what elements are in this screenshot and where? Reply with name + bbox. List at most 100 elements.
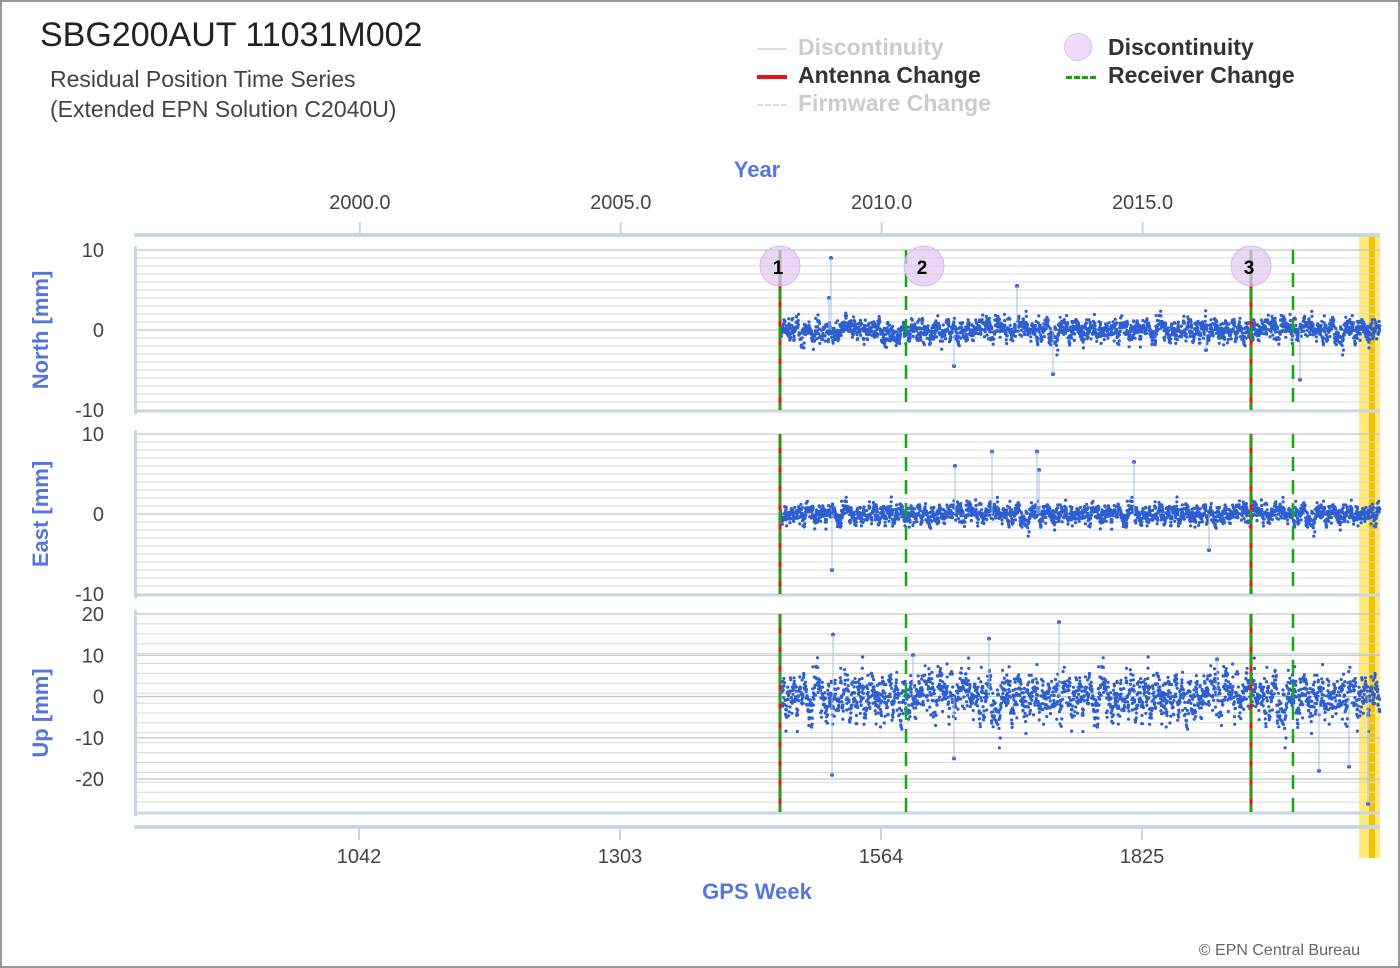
data-point (1352, 522, 1356, 526)
data-point (885, 326, 889, 330)
data-point (1081, 340, 1085, 344)
data-point (1144, 331, 1148, 335)
data-point (906, 325, 910, 329)
data-point (1184, 339, 1188, 343)
data-point (902, 322, 906, 326)
data-point (987, 319, 991, 323)
data-point (1130, 499, 1134, 504)
data-point (1188, 334, 1192, 339)
data-point (1281, 495, 1285, 499)
data-point (800, 506, 804, 510)
data-point (1110, 518, 1114, 522)
data-point (920, 519, 924, 523)
data-point (1240, 331, 1244, 335)
data-point (814, 316, 818, 320)
data-point (792, 519, 796, 524)
data-point (982, 521, 986, 526)
data-point (1037, 314, 1041, 318)
data-point (998, 335, 1002, 339)
data-point (1319, 333, 1323, 337)
data-point (1010, 336, 1014, 340)
data-point (1217, 505, 1222, 510)
data-point (981, 313, 985, 317)
data-point (1288, 312, 1292, 316)
data-point (1378, 507, 1382, 511)
data-point (1240, 327, 1244, 331)
data-point (1159, 314, 1163, 318)
data-point (985, 333, 989, 337)
data-point (1161, 510, 1165, 514)
data-point (975, 322, 979, 326)
data-point (1085, 502, 1089, 506)
data-point (1107, 321, 1111, 325)
data-point (1341, 337, 1345, 341)
data-point (913, 322, 917, 326)
data-point (1153, 335, 1157, 339)
data-point (1243, 344, 1247, 348)
data-point (1002, 312, 1007, 316)
data-point (1341, 506, 1345, 510)
data-point (1278, 332, 1282, 336)
data-point (1322, 314, 1326, 318)
data-point (1222, 521, 1226, 525)
data-point (1104, 519, 1108, 523)
data-point (1164, 323, 1168, 328)
data-point (1025, 323, 1030, 327)
data-point (966, 318, 970, 322)
data-point (786, 332, 790, 336)
data-point (1312, 520, 1317, 524)
data-point (1265, 332, 1269, 336)
data-point (1367, 340, 1371, 344)
data-point (1117, 333, 1122, 337)
data-point (907, 525, 911, 529)
data-point (787, 324, 791, 328)
data-point (889, 500, 893, 504)
data-point (1074, 521, 1078, 525)
data-point (796, 325, 800, 329)
data-point (911, 334, 915, 338)
data-point (1042, 334, 1046, 339)
data-point (1119, 509, 1123, 513)
data-point (1142, 323, 1146, 328)
data-point (917, 317, 921, 321)
data-point (1039, 335, 1044, 339)
data-point (1197, 523, 1201, 528)
data-point (821, 331, 825, 335)
data-point (919, 338, 923, 342)
data-point (1198, 507, 1202, 511)
data-point (1102, 338, 1106, 342)
data-point (1329, 521, 1333, 525)
panel-points-north (778, 256, 1382, 382)
data-point (1070, 524, 1074, 528)
data-point (1377, 510, 1381, 514)
data-point (1295, 508, 1299, 512)
data-point (908, 520, 912, 524)
data-point (816, 313, 820, 317)
data-point (1127, 345, 1131, 349)
data-point (1134, 521, 1138, 525)
data-point (884, 517, 889, 521)
data-point (844, 499, 849, 504)
data-point (1005, 341, 1009, 346)
data-point (1373, 318, 1377, 322)
data-point (1137, 323, 1142, 327)
data-point (1367, 346, 1371, 350)
data-point (852, 513, 856, 517)
data-point (1353, 341, 1358, 345)
data-point (1098, 527, 1102, 531)
data-point (1034, 327, 1038, 332)
data-point (1255, 518, 1259, 523)
data-point (929, 526, 933, 530)
data-point (1023, 332, 1027, 337)
data-point (811, 347, 816, 351)
data-point (1045, 315, 1049, 319)
data-point (1332, 318, 1336, 322)
data-point (1308, 332, 1312, 337)
data-point (1125, 521, 1129, 526)
data-point (1280, 516, 1284, 520)
data-point (1239, 518, 1243, 522)
data-point (1099, 516, 1103, 520)
data-point (802, 525, 807, 529)
data-point (1257, 339, 1261, 343)
data-point (979, 332, 983, 336)
